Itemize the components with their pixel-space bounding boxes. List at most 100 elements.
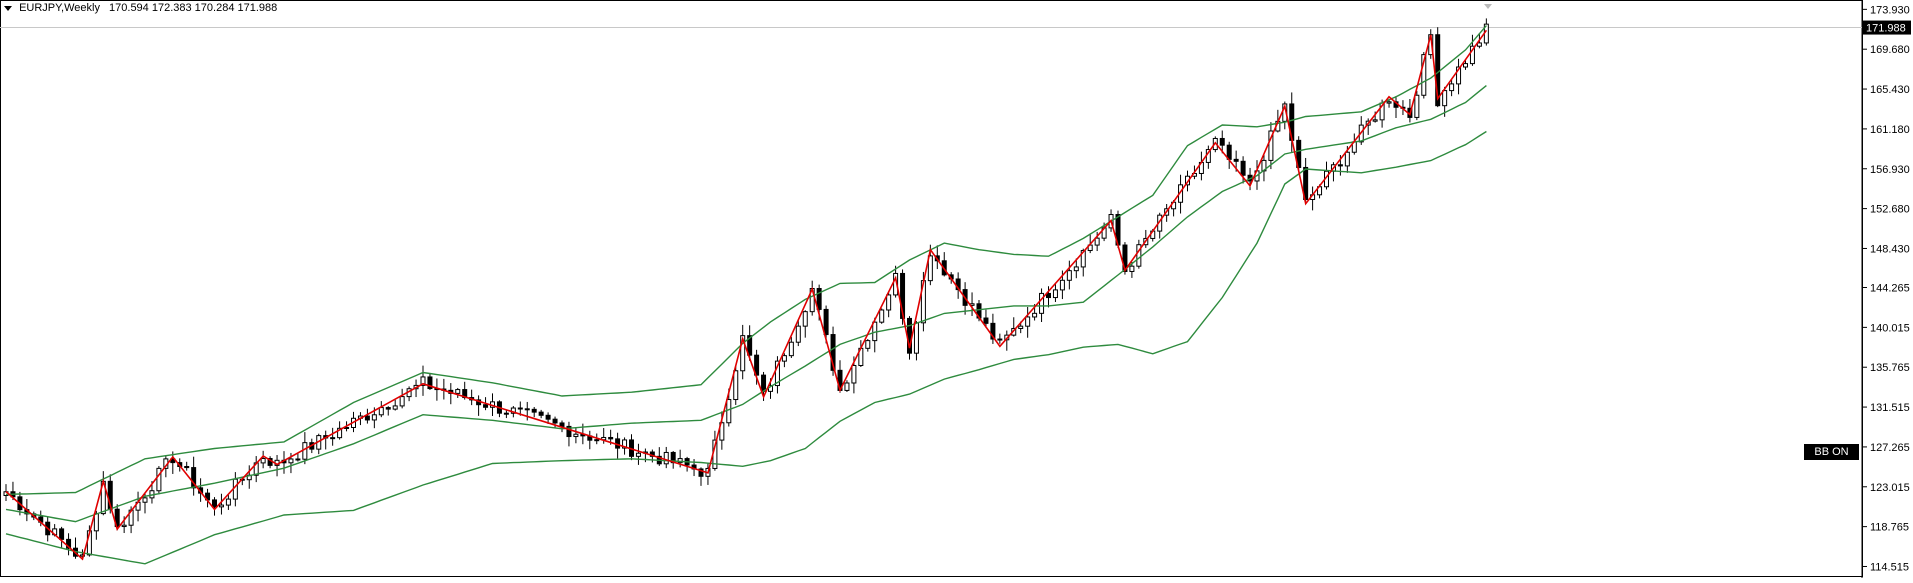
candle-body — [795, 325, 801, 343]
y-tick-label: 152.680 — [1870, 204, 1910, 216]
candle-body — [1372, 119, 1378, 122]
candle-body — [726, 399, 732, 424]
bollinger-middle-band — [5, 85, 1487, 523]
bollinger-lower-band — [5, 130, 1487, 565]
candle-body — [1240, 160, 1246, 176]
candle-body — [1421, 54, 1427, 96]
candle-body — [295, 458, 301, 461]
bb-toggle-button[interactable]: BB ON — [1804, 444, 1859, 460]
candle-body — [364, 415, 370, 421]
candle-body — [733, 370, 739, 401]
candle-body — [1456, 66, 1462, 85]
candle-body — [121, 524, 127, 528]
y-tick-label: 173.930 — [1870, 4, 1910, 16]
candle-body — [302, 442, 308, 460]
y-tick-label: 148.430 — [1870, 243, 1910, 255]
candle-body — [635, 452, 641, 457]
y-tick-label: 144.265 — [1870, 283, 1910, 295]
candle-body — [1052, 289, 1058, 299]
candle-body — [93, 513, 99, 532]
candle-body — [156, 467, 162, 492]
y-tick-label: 156.930 — [1870, 164, 1910, 176]
candle-body — [371, 414, 377, 421]
candle-body — [886, 294, 892, 311]
candle-body — [1386, 101, 1392, 104]
candle-body — [761, 374, 767, 392]
candle-body — [719, 422, 725, 441]
candle-body — [420, 376, 426, 386]
candle-body — [260, 458, 266, 464]
candle-body — [399, 396, 405, 407]
candle-body — [879, 309, 885, 323]
last-price-label: 171.988 — [1866, 23, 1906, 35]
candle-body — [823, 308, 829, 336]
candle-body — [218, 504, 224, 508]
candle-body — [455, 389, 461, 394]
candle-body — [622, 439, 628, 449]
candle-body — [997, 338, 1003, 341]
chart-header: EURJPY,Weekly 170.594 172.383 170.284 17… — [4, 2, 277, 14]
bollinger-upper-band — [5, 25, 1487, 496]
candle-body — [1268, 130, 1274, 161]
candle-body — [1442, 90, 1448, 107]
candle-body — [781, 355, 787, 362]
candle-body — [1476, 42, 1482, 47]
candle-body — [1449, 83, 1455, 92]
candle-body — [1129, 265, 1135, 272]
candle-body — [1039, 292, 1045, 314]
candle-body — [337, 427, 343, 439]
candle-body — [545, 414, 551, 420]
candle-body — [517, 407, 523, 410]
candle-body — [698, 468, 704, 477]
candle-body — [503, 412, 509, 415]
y-tick-label: 114.515 — [1870, 561, 1909, 573]
candle-body — [66, 538, 72, 549]
collapse-triangle-icon[interactable] — [4, 5, 12, 11]
candle-body — [913, 322, 919, 354]
candle-body — [865, 340, 871, 349]
y-tick-label: 140.015 — [1870, 322, 1910, 334]
y-tick-label: 161.180 — [1870, 124, 1910, 136]
symbol-label: EURJPY,Weekly — [19, 2, 100, 14]
candle-body — [392, 405, 398, 410]
y-tick-label: 131.515 — [1870, 402, 1910, 414]
candle-body — [1344, 151, 1350, 167]
candle-body — [927, 255, 933, 282]
candle-body — [1018, 325, 1024, 329]
plot-frame — [0, 0, 1863, 577]
candle-body — [288, 458, 294, 464]
candle-body — [1073, 266, 1079, 272]
candle-body — [1059, 279, 1065, 291]
candle-body — [1463, 63, 1468, 68]
candle-body — [983, 317, 989, 324]
candle-body — [212, 499, 217, 508]
candle-body — [385, 407, 391, 410]
candle-body — [559, 422, 565, 427]
candle-body — [1469, 45, 1475, 65]
candle-body — [573, 433, 579, 438]
candle-body — [594, 439, 600, 442]
candle-body — [483, 404, 489, 408]
candle-body — [1303, 166, 1309, 200]
candle-body — [1080, 250, 1086, 268]
y-tick-label: 123.015 — [1870, 482, 1910, 494]
candle-body — [990, 322, 996, 340]
candle-body — [552, 418, 558, 424]
last-price-tag — [1863, 20, 1911, 35]
candle-body — [1046, 292, 1051, 299]
candle-body — [747, 335, 753, 356]
candle-body — [184, 466, 190, 469]
candle-body — [844, 382, 850, 391]
y-tick-label: 127.265 — [1870, 442, 1910, 454]
candle-body — [830, 334, 836, 371]
y-tick-label: 118.765 — [1870, 522, 1909, 534]
candle-body — [225, 498, 231, 506]
candle-body — [1219, 137, 1225, 146]
candle-body — [191, 467, 197, 489]
zigzag-line — [5, 29, 1488, 561]
candle-body — [566, 425, 572, 438]
candle-body — [1066, 270, 1072, 281]
candle-body — [427, 376, 433, 390]
